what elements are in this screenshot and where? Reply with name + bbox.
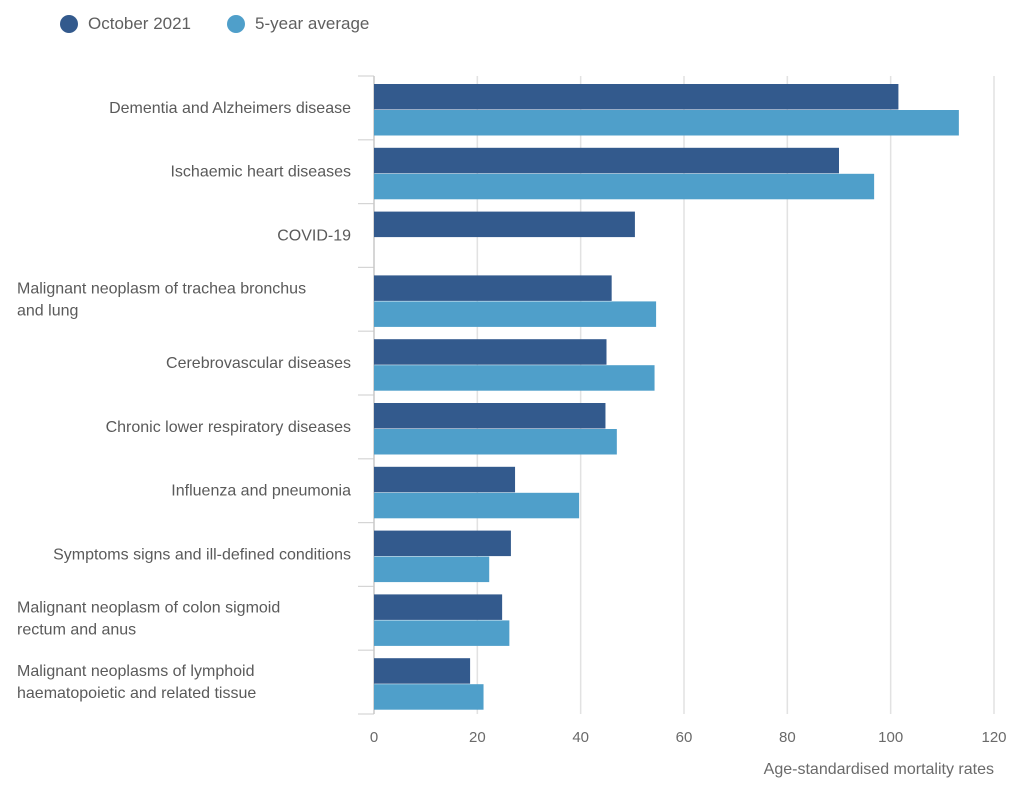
bar xyxy=(374,429,617,455)
category-label: haematopoietic and related tissue xyxy=(17,685,256,702)
bar xyxy=(374,365,655,391)
bar xyxy=(374,492,580,519)
bar xyxy=(374,403,606,429)
x-tick-label: 80 xyxy=(779,729,796,746)
x-tick-label: 100 xyxy=(878,729,903,746)
bar xyxy=(374,211,635,238)
bar xyxy=(374,466,516,493)
legend-label: October 2021 xyxy=(88,14,192,33)
legend-item[interactable]: 5-year average xyxy=(227,14,369,34)
category-label: Malignant neoplasms of lymphoid xyxy=(17,663,254,680)
category-label: Malignant neoplasm of colon sigmoid xyxy=(17,599,280,616)
category-label: Influenza and pneumonia xyxy=(171,483,351,500)
bar xyxy=(374,556,490,583)
x-tick-label: 40 xyxy=(572,729,589,746)
bar xyxy=(374,275,612,301)
bar xyxy=(374,594,503,620)
bar xyxy=(374,530,511,557)
category-label: Chronic lower respiratory diseases xyxy=(106,419,351,436)
bar xyxy=(374,339,607,365)
category-label: and lung xyxy=(17,302,78,319)
category-label: Cerebrovascular diseases xyxy=(166,355,351,372)
x-tick-label: 20 xyxy=(469,729,486,746)
legend-swatch xyxy=(227,15,246,33)
x-axis-title: Age-standardised mortality rates xyxy=(764,761,994,778)
category-label: Dementia and Alzheimers disease xyxy=(109,100,351,117)
legend-swatch xyxy=(60,15,78,33)
bar xyxy=(374,110,959,136)
legend-label: 5-year average xyxy=(255,14,370,33)
category-label: Malignant neoplasm of trachea bronchus xyxy=(17,280,306,297)
x-tick-label: 120 xyxy=(981,729,1006,746)
bar xyxy=(374,658,471,684)
bar xyxy=(374,301,657,327)
bar xyxy=(374,620,510,646)
category-label: COVID-19 xyxy=(277,228,351,245)
bar xyxy=(374,147,839,174)
legend: October 2021 5-year average xyxy=(60,14,369,34)
bar xyxy=(374,84,899,110)
bar xyxy=(374,684,484,710)
x-tick-label: 0 xyxy=(370,729,378,746)
legend-item[interactable]: October 2021 xyxy=(60,14,191,34)
bar xyxy=(374,173,875,200)
category-label: Ischaemic heart diseases xyxy=(170,164,351,181)
category-label: rectum and anus xyxy=(17,621,136,638)
x-tick-label: 60 xyxy=(676,729,693,746)
category-label: Symptoms signs and ill-defined condition… xyxy=(53,547,351,564)
